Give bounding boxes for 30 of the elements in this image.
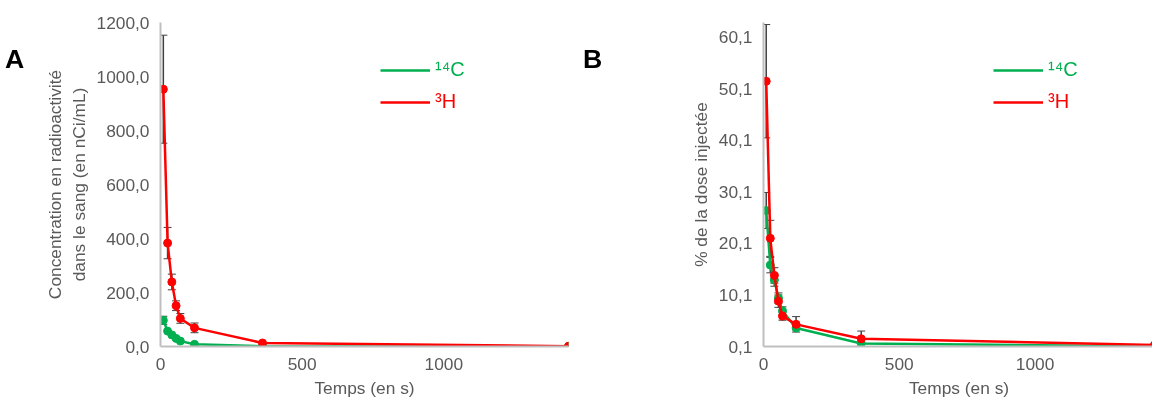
y-tick-label: 0,0 [125, 336, 150, 357]
legend-label: ¹⁴C [435, 58, 465, 81]
y-tick-label: 600,0 [106, 174, 150, 195]
x-tick-label: 1000 [424, 353, 464, 374]
y-tick-label: 1000,0 [96, 66, 150, 87]
x-tick-label: 500 [287, 353, 317, 374]
legend-label: ¹⁴C [1048, 58, 1078, 81]
x-tick-label: 500 [884, 353, 914, 374]
x-axis-title: Temps (en s) [314, 377, 415, 398]
y-tick-label: 800,0 [106, 120, 150, 141]
y-tick-label: 50,1 [718, 78, 753, 99]
text: B [583, 43, 603, 76]
y-axis-title: % de la dose injectée [690, 102, 711, 267]
legend-label: ³H [1048, 90, 1070, 113]
y-tick-label: 200,0 [106, 282, 150, 303]
x-tick-label: 0 [155, 353, 166, 374]
y-tick-label: 0,1 [728, 336, 753, 357]
legend-label: ³H [435, 90, 457, 113]
y-tick-label: 400,0 [106, 228, 150, 249]
y-tick-label: 1200,0 [96, 12, 150, 33]
y-tick-label: 60,1 [718, 27, 753, 48]
y-tick-label: 20,1 [718, 233, 753, 254]
x-axis-title: Temps (en s) [908, 377, 1010, 398]
y-tick-label: 40,1 [718, 130, 753, 151]
x-tick-label: 0 [758, 353, 769, 374]
x-tick-label: 1000 [1015, 353, 1055, 374]
y-tick-label: 30,1 [718, 181, 753, 202]
y-tick-label: 10,1 [718, 284, 753, 305]
y-axis-title: Concentration en radioactivité dans le sang (en nCi/mL) [44, 69, 89, 300]
text: A [5, 43, 25, 76]
